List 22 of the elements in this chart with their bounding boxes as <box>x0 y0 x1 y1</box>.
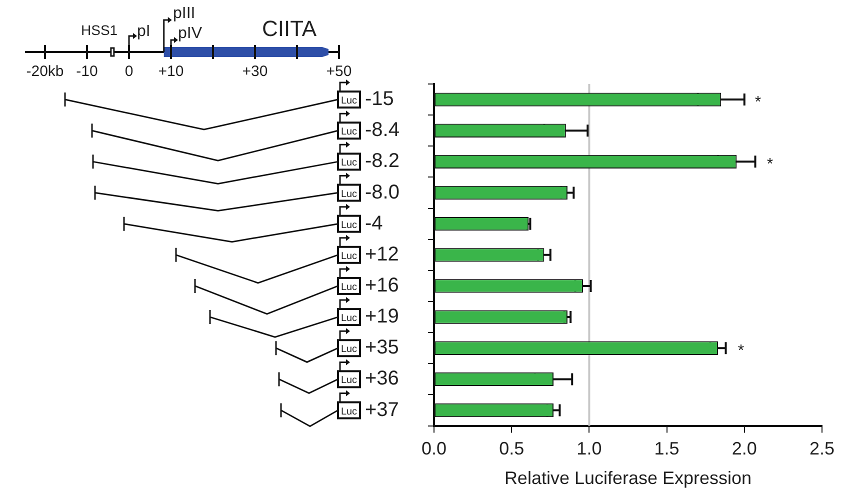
y-tick-label: -8.0 <box>365 181 400 204</box>
x-tick-label: 2.5 <box>809 438 835 459</box>
y-tick-label: +19 <box>365 306 399 328</box>
y-tick-label: +12 <box>365 243 399 266</box>
x-tick-label: 1.5 <box>654 438 680 459</box>
x-tick-label: 0.0 <box>421 438 447 459</box>
annotation: * <box>738 342 744 360</box>
x-axis-title: Relative Luciferase Expression <box>504 468 752 488</box>
y-tick-label: -8.2 <box>365 150 400 172</box>
construct-diagram: Luc Luc Luc Luc Luc Luc Luc Luc Luc Luc Luc <box>64 80 361 428</box>
x-tick-label: 2.0 <box>732 438 757 459</box>
annotation: * <box>754 94 762 111</box>
y-tick-label: -15 <box>365 88 394 110</box>
x-tick-label: 1.0 <box>576 438 602 459</box>
annotation: * <box>766 156 774 174</box>
x-tick-label: 0.5 <box>499 438 524 459</box>
y-tick-label: +36 <box>365 368 399 390</box>
y-tick-label: +16 <box>365 274 399 296</box>
y-tick-label: +35 <box>365 336 399 359</box>
y-tick-label: -4 <box>365 212 383 234</box>
y-tick-label: +37 <box>365 398 399 421</box>
y-tick-label: -8.4 <box>365 119 400 142</box>
